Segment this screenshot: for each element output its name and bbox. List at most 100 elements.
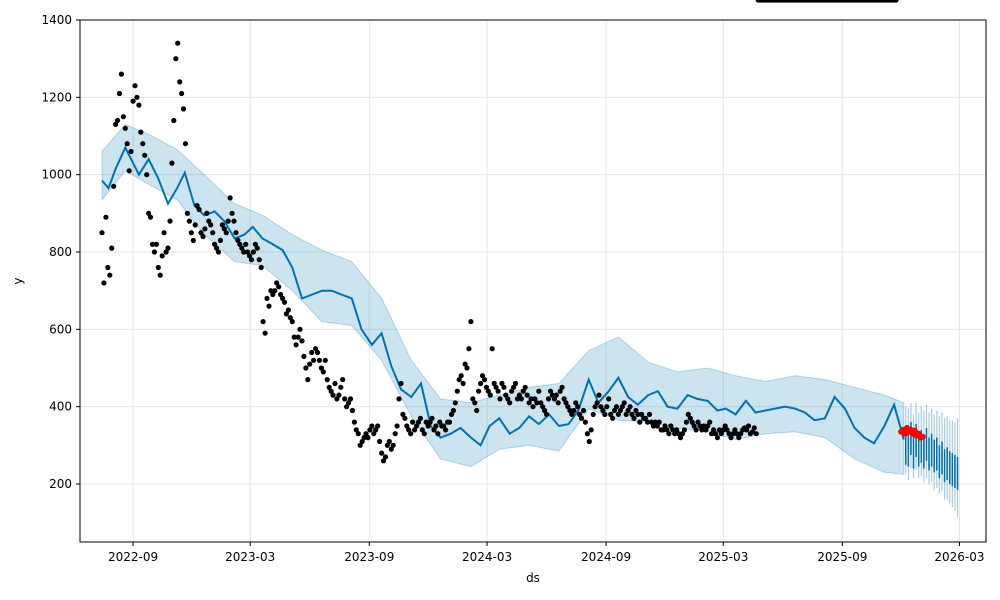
observed-point xyxy=(429,415,435,421)
observed-point xyxy=(421,431,427,437)
observed-point xyxy=(536,388,542,394)
observed-point xyxy=(314,349,321,356)
observed-point xyxy=(281,299,288,305)
observed-point xyxy=(691,423,697,429)
observed-point xyxy=(342,396,348,402)
observed-point xyxy=(699,427,705,433)
observed-point xyxy=(101,280,107,286)
observed-point xyxy=(210,230,216,236)
observed-point xyxy=(580,407,587,414)
observed-point xyxy=(481,377,488,383)
observed-point xyxy=(485,388,491,394)
observed-point xyxy=(303,365,309,371)
y-tick-label: 200 xyxy=(49,477,72,491)
observed-point xyxy=(182,141,189,147)
x-tick-label: 2024-09 xyxy=(581,550,631,564)
observed-point xyxy=(299,338,305,344)
observed-point xyxy=(547,388,554,394)
observed-point xyxy=(132,83,138,89)
observed-point xyxy=(751,425,757,431)
observed-point xyxy=(734,431,740,437)
observed-point xyxy=(169,160,175,166)
observed-point xyxy=(712,431,719,437)
observed-point xyxy=(528,396,534,402)
observed-point xyxy=(443,427,449,433)
y-tick-label: 600 xyxy=(49,322,72,336)
observed-point xyxy=(103,214,109,220)
observed-point xyxy=(134,94,140,100)
observed-point xyxy=(144,172,150,178)
observed-point xyxy=(654,423,660,429)
observed-point xyxy=(173,56,179,62)
observed-point xyxy=(437,419,443,425)
observed-point xyxy=(107,272,113,278)
observed-point xyxy=(151,249,157,255)
observed-point xyxy=(644,419,651,425)
observed-point xyxy=(408,431,414,437)
observed-point xyxy=(262,330,268,336)
observed-point xyxy=(495,388,501,394)
observed-point xyxy=(505,396,511,402)
observed-point xyxy=(474,407,480,414)
observed-point xyxy=(487,392,493,398)
observed-point xyxy=(130,98,136,104)
observed-point xyxy=(468,319,474,325)
x-tick-label: 2025-09 xyxy=(817,550,867,564)
observed-point xyxy=(509,388,515,394)
observed-point xyxy=(563,400,569,406)
observed-point xyxy=(163,249,169,255)
observed-point xyxy=(180,106,187,112)
observed-point xyxy=(693,427,699,433)
observed-point xyxy=(435,431,441,437)
observed-point xyxy=(635,411,641,417)
observed-point xyxy=(594,400,600,406)
observed-point xyxy=(707,419,713,425)
observed-point xyxy=(726,431,732,437)
observed-point xyxy=(586,438,592,445)
observed-point xyxy=(744,427,750,433)
observed-point xyxy=(138,129,144,135)
observed-point xyxy=(114,117,121,124)
observed-point xyxy=(573,400,579,406)
observed-point xyxy=(448,411,455,417)
observed-point xyxy=(446,419,453,425)
observed-point xyxy=(373,427,379,433)
observed-point xyxy=(194,203,200,209)
observed-point xyxy=(627,404,633,410)
observed-point xyxy=(476,388,482,394)
observed-point xyxy=(526,400,532,406)
observed-point xyxy=(577,411,583,417)
observed-point xyxy=(155,264,161,271)
observed-point xyxy=(745,423,752,429)
observed-point xyxy=(695,419,701,425)
observed-point xyxy=(351,419,357,425)
observed-point xyxy=(689,419,695,425)
y-axis: 200 400 600 800 1000 1200 1400 xyxy=(41,13,80,491)
observed-point xyxy=(524,392,530,398)
observed-point xyxy=(243,241,249,247)
observed-point xyxy=(483,384,489,390)
observed-point xyxy=(161,230,167,236)
observed-point xyxy=(177,79,183,85)
plot-frame xyxy=(79,19,987,543)
observed-point xyxy=(260,319,266,325)
observed-point xyxy=(604,404,610,410)
observed-point xyxy=(266,303,272,309)
observed-points xyxy=(99,0,899,464)
future-uncertainty-bars xyxy=(904,402,959,517)
observed-point xyxy=(241,249,247,255)
observed-point xyxy=(701,423,707,429)
observed-point xyxy=(394,423,400,429)
observed-point xyxy=(569,411,575,417)
observed-point xyxy=(666,431,672,437)
observed-point xyxy=(596,392,602,398)
observed-point xyxy=(248,257,255,263)
observed-point xyxy=(450,407,456,414)
observed-point xyxy=(190,237,196,243)
observed-point xyxy=(330,392,336,398)
observed-point xyxy=(633,407,639,414)
observed-point xyxy=(167,218,173,224)
observed-point xyxy=(113,121,119,127)
observed-point xyxy=(470,396,476,402)
